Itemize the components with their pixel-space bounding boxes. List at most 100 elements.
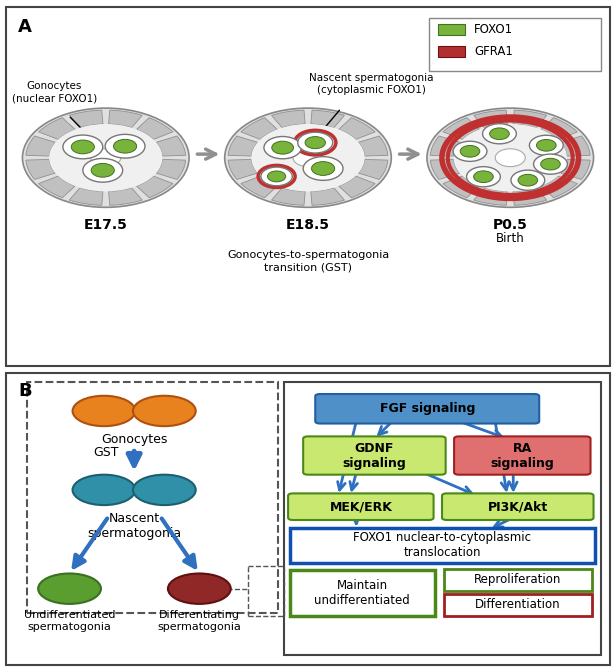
FancyBboxPatch shape [454,436,591,474]
Circle shape [113,139,137,153]
Polygon shape [339,176,375,198]
Polygon shape [156,159,185,179]
FancyBboxPatch shape [288,493,434,520]
Polygon shape [513,187,547,205]
Polygon shape [443,176,479,198]
Text: B: B [18,382,32,400]
Polygon shape [513,110,547,128]
Polygon shape [156,136,185,156]
Circle shape [518,174,538,186]
Polygon shape [137,176,173,198]
Text: RA
signaling: RA signaling [490,442,554,470]
Text: GDNF
signaling: GDNF signaling [342,442,407,470]
Text: FOXO1: FOXO1 [474,24,513,36]
Polygon shape [241,118,277,139]
Polygon shape [561,136,590,156]
Polygon shape [228,136,257,156]
Circle shape [303,157,343,180]
Polygon shape [108,110,142,128]
Polygon shape [359,136,388,156]
Polygon shape [69,110,103,128]
FancyBboxPatch shape [290,571,435,616]
Text: GFRA1: GFRA1 [474,45,513,58]
Text: Undifferentiated
spermatogonia: Undifferentiated spermatogonia [24,610,115,632]
FancyBboxPatch shape [303,436,445,474]
Text: Gonocytes
(nuclear FOXO1): Gonocytes (nuclear FOXO1) [12,81,97,103]
Polygon shape [137,118,173,139]
Circle shape [225,108,391,208]
Circle shape [91,163,115,177]
FancyBboxPatch shape [444,593,592,616]
FancyBboxPatch shape [442,493,594,520]
Text: MEK/ERK: MEK/ERK [330,500,392,513]
Circle shape [272,141,293,154]
Polygon shape [474,110,508,128]
Circle shape [533,154,567,174]
Polygon shape [69,187,103,205]
Circle shape [73,396,136,426]
Circle shape [91,149,121,167]
Polygon shape [431,136,460,156]
Polygon shape [108,187,142,205]
Circle shape [261,167,293,185]
Text: A: A [18,17,32,36]
FancyBboxPatch shape [444,569,592,591]
Circle shape [460,145,480,157]
Circle shape [305,136,325,149]
Circle shape [38,573,101,604]
Circle shape [63,135,103,159]
Text: Reproliferation: Reproliferation [474,573,561,586]
Circle shape [298,132,333,153]
Polygon shape [474,187,508,205]
Circle shape [474,171,493,183]
Circle shape [105,134,145,158]
Circle shape [49,124,163,192]
Polygon shape [541,118,577,139]
Circle shape [529,135,563,155]
Text: Gonocytes: Gonocytes [101,433,168,446]
Circle shape [541,159,561,170]
Circle shape [264,136,301,159]
Polygon shape [541,176,577,198]
Polygon shape [431,159,460,179]
Text: Birth: Birth [496,233,525,245]
Circle shape [537,140,556,151]
Circle shape [466,167,500,187]
Text: FOXO1 nuclear-to-cytoplasmic
translocation: FOXO1 nuclear-to-cytoplasmic translocati… [354,532,532,559]
Polygon shape [272,187,305,205]
Bar [27,382,278,613]
Bar [284,382,601,655]
Polygon shape [272,110,305,128]
Text: Gonocytes-to-spermatogonia
transition (GST): Gonocytes-to-spermatogonia transition (G… [227,251,389,272]
Circle shape [511,170,545,190]
Polygon shape [26,159,55,179]
FancyBboxPatch shape [290,528,595,563]
FancyBboxPatch shape [315,394,539,423]
Circle shape [453,124,567,192]
Polygon shape [311,187,344,205]
Polygon shape [241,176,277,198]
Text: P0.5: P0.5 [493,218,528,232]
Polygon shape [228,159,257,179]
Circle shape [83,159,123,182]
Text: Differentiation: Differentiation [475,598,561,611]
Circle shape [482,124,516,144]
Circle shape [251,124,365,192]
Text: Nascent
spermatogonia: Nascent spermatogonia [87,512,181,540]
Polygon shape [26,136,55,156]
Polygon shape [359,159,388,179]
Text: PI3K/Akt: PI3K/Akt [488,500,548,513]
Circle shape [71,140,94,154]
Text: E17.5: E17.5 [84,218,128,232]
Bar [429,17,601,71]
Polygon shape [443,118,479,139]
Circle shape [168,573,231,604]
Bar [438,46,465,57]
Circle shape [427,108,594,208]
Text: Differentiating
spermatogonia: Differentiating spermatogonia [158,610,241,632]
Text: GST: GST [94,446,119,459]
Text: FGF signaling: FGF signaling [379,403,475,415]
Circle shape [133,474,196,505]
Circle shape [490,128,509,140]
Circle shape [267,171,286,182]
